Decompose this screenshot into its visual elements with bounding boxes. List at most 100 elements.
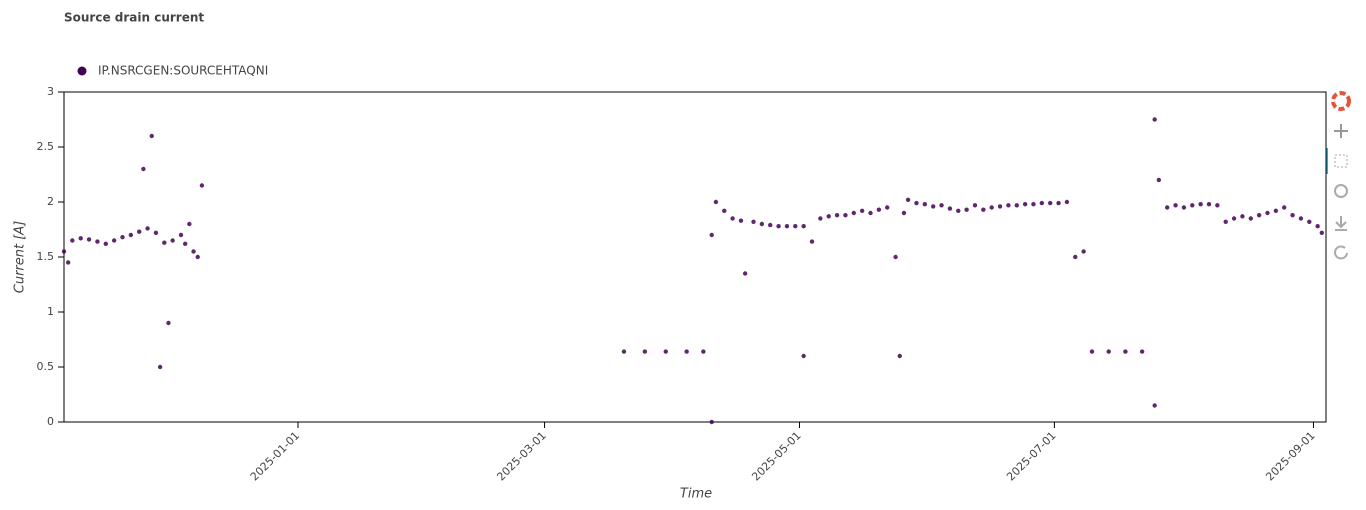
y-tick-label: 1 xyxy=(47,305,54,318)
point xyxy=(1231,216,1237,221)
point xyxy=(1307,219,1312,224)
point xyxy=(1290,213,1295,218)
point xyxy=(989,205,994,210)
point xyxy=(1215,203,1220,208)
box-zoom-tool[interactable] xyxy=(1334,154,1348,168)
point xyxy=(95,239,100,244)
point xyxy=(939,203,944,208)
point xyxy=(956,208,961,213)
point xyxy=(801,353,806,359)
point xyxy=(1156,177,1162,183)
point xyxy=(759,221,765,227)
y-tick-label: 3 xyxy=(47,85,54,98)
point xyxy=(981,207,986,212)
chart-title: Source drain current xyxy=(64,11,204,25)
point xyxy=(1248,216,1253,221)
point xyxy=(1064,199,1070,205)
point xyxy=(191,249,196,254)
point xyxy=(793,224,798,229)
point xyxy=(964,207,969,212)
wheel-zoom-tool[interactable] xyxy=(1334,184,1348,198)
point xyxy=(1198,202,1203,207)
point xyxy=(1047,200,1053,206)
point xyxy=(1073,254,1078,260)
point xyxy=(153,230,159,235)
point xyxy=(897,353,902,359)
point xyxy=(61,249,67,254)
point xyxy=(1039,200,1045,206)
point xyxy=(1056,200,1061,206)
pan-tool[interactable] xyxy=(1334,124,1348,138)
point xyxy=(905,197,911,202)
point xyxy=(86,237,92,242)
point xyxy=(182,241,188,246)
point xyxy=(642,349,648,354)
point xyxy=(859,208,865,213)
point xyxy=(1152,117,1157,122)
point xyxy=(1273,208,1279,213)
point xyxy=(901,210,907,216)
point xyxy=(809,239,815,244)
point xyxy=(1298,216,1304,221)
point xyxy=(120,235,125,240)
point xyxy=(145,226,150,231)
point xyxy=(70,238,75,243)
point xyxy=(65,260,71,265)
point xyxy=(843,213,848,218)
y-tick-label: 1.5 xyxy=(37,250,55,263)
point xyxy=(1282,205,1287,210)
point xyxy=(1181,205,1187,210)
point xyxy=(1123,349,1128,354)
y-tick-label: 2.5 xyxy=(37,140,55,153)
point xyxy=(1031,202,1036,207)
point xyxy=(893,254,898,260)
point xyxy=(1256,213,1262,218)
point xyxy=(947,206,953,211)
point xyxy=(1165,205,1170,210)
point xyxy=(157,364,163,370)
legend-label: IP.NSRCGEN:SOURCEHTAQNI xyxy=(98,64,268,78)
point xyxy=(742,271,748,276)
point xyxy=(713,199,719,205)
point xyxy=(738,218,744,223)
point xyxy=(1265,210,1270,216)
point xyxy=(621,349,627,354)
point xyxy=(1240,214,1245,219)
point xyxy=(1089,349,1095,354)
logo[interactable] xyxy=(1331,91,1351,111)
point xyxy=(776,224,781,229)
point xyxy=(868,210,873,216)
point xyxy=(1319,230,1325,235)
x-axis-label: Time xyxy=(680,487,712,502)
point xyxy=(1022,202,1028,207)
point xyxy=(663,349,668,354)
point xyxy=(922,202,928,207)
x-tick-label: 2025-01-01 xyxy=(248,429,302,483)
point xyxy=(141,166,146,172)
point xyxy=(722,208,727,213)
toolbar xyxy=(1326,91,1351,260)
point xyxy=(78,236,83,241)
save-tool[interactable] xyxy=(1335,216,1347,231)
y-axis-label: Current [A] xyxy=(13,221,28,294)
point xyxy=(1223,219,1228,224)
point xyxy=(103,241,108,246)
point xyxy=(1173,203,1178,208)
point xyxy=(826,214,831,219)
point xyxy=(111,238,117,243)
point xyxy=(195,254,200,260)
point xyxy=(684,349,689,354)
point xyxy=(930,204,936,209)
point xyxy=(128,232,134,238)
x-tick-label: 2025-07-01 xyxy=(1004,429,1058,483)
point xyxy=(997,204,1003,209)
reset-tool[interactable] xyxy=(1334,245,1348,260)
legend-marker xyxy=(77,66,87,76)
point xyxy=(709,232,714,238)
point xyxy=(801,224,806,229)
point xyxy=(162,240,167,245)
plot-frame xyxy=(63,91,1327,423)
point xyxy=(166,320,171,326)
point xyxy=(1190,203,1195,208)
